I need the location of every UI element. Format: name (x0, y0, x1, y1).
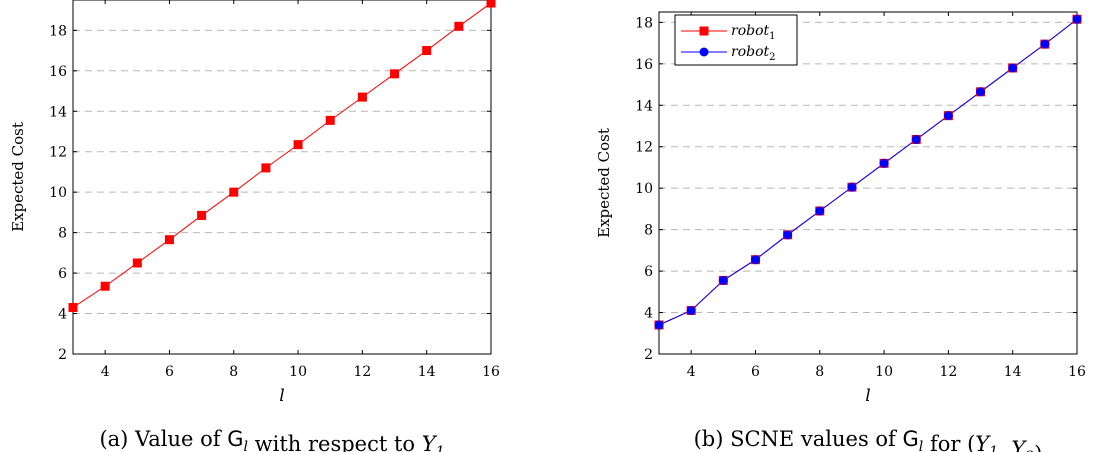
y-tick-label: 12 (49, 145, 67, 161)
legend-label: robot1 (731, 23, 776, 42)
x-tick-label: 14 (1004, 364, 1022, 380)
y-tick-label: 16 (49, 64, 67, 80)
y-tick-label: 16 (635, 57, 653, 73)
data-point (325, 115, 335, 125)
data-point (486, 0, 496, 8)
y-tick-label: 6 (644, 264, 653, 280)
x-tick-label: 6 (751, 364, 760, 380)
data-point (68, 302, 78, 312)
data-point (229, 187, 239, 197)
chart-caption: (a) Value of Gl with respect to Y1 (99, 427, 444, 452)
data-point (293, 140, 303, 150)
series-line-series-0 (72, 2, 492, 308)
data-point (654, 320, 664, 330)
x-tick-label: 16 (1068, 364, 1086, 380)
y-tick-label: 4 (58, 307, 67, 323)
data-point (357, 92, 367, 102)
data-point (783, 230, 793, 240)
y-axis-label: Expected Cost (595, 128, 613, 238)
x-tick-label: 4 (101, 364, 110, 380)
y-tick-label: 14 (635, 98, 653, 114)
y-tick-label: 8 (58, 226, 67, 242)
y-tick-label: 10 (49, 185, 67, 201)
x-tick-label: 10 (875, 364, 893, 380)
x-tick-label: 6 (165, 364, 174, 380)
y-tick-label: 4 (644, 306, 653, 322)
x-tick-label: 10 (289, 364, 307, 380)
legend-marker (699, 26, 709, 36)
x-tick-label: 12 (353, 364, 371, 380)
legend-box (674, 14, 798, 66)
data-point (750, 255, 760, 265)
chart-b: 2 4 6 8 10 12 14 16 18 4 6 8 10 12 14 16 l Expected Cost (… (595, 11, 1086, 452)
x-tick-label: 8 (815, 364, 824, 380)
x-tick-label: 12 (939, 364, 957, 380)
y-tick-label: 18 (635, 15, 653, 31)
data-point (197, 210, 207, 220)
y-tick-label: 2 (644, 347, 653, 363)
y-tick-label: 12 (635, 140, 653, 156)
plot-frame (658, 11, 1078, 355)
y-tick-label: 6 (58, 266, 67, 282)
legend: robot1 robot2 (674, 14, 798, 66)
data-point (390, 69, 400, 79)
data-point (132, 258, 142, 268)
data-point (100, 281, 110, 291)
y-tick-label: 18 (49, 23, 67, 39)
x-tick-label: 4 (687, 364, 696, 380)
x-tick-label: 8 (229, 364, 238, 380)
y-axis-label: Expected Cost (9, 122, 27, 232)
y-tick-label: 10 (635, 181, 653, 197)
data-point (454, 21, 464, 31)
data-point (422, 46, 432, 56)
y-tick-label: 2 (58, 347, 67, 363)
data-point (164, 235, 174, 245)
data-point (261, 163, 271, 173)
legend-marker (699, 47, 709, 57)
x-axis-label: l (865, 386, 870, 406)
data-point (847, 182, 857, 192)
data-point (879, 158, 889, 168)
data-point (815, 206, 825, 216)
data-point (1008, 63, 1018, 73)
data-point (718, 275, 728, 285)
y-tick-label: 14 (49, 104, 67, 120)
x-axis-label: l (279, 386, 284, 406)
data-point (911, 134, 921, 144)
x-tick-label: 14 (418, 364, 436, 380)
data-point (1072, 14, 1082, 24)
x-tick-label: 16 (482, 364, 500, 380)
chart-caption: (b) SCNE values of Gl for (Y1, Y2) (694, 427, 1043, 452)
data-point (686, 305, 696, 315)
data-point (1040, 39, 1050, 49)
y-tick-label: 8 (644, 223, 653, 239)
data-point (976, 87, 986, 97)
chart-a: 2 4 6 8 10 12 14 16 18 4 6 8 10 12 14 16 l Expected Cost (… (9, 0, 500, 452)
plot-frame (72, 0, 492, 355)
series-line-robot_2 (658, 18, 1078, 326)
data-point (943, 111, 953, 121)
legend-label: robot2 (731, 44, 776, 63)
